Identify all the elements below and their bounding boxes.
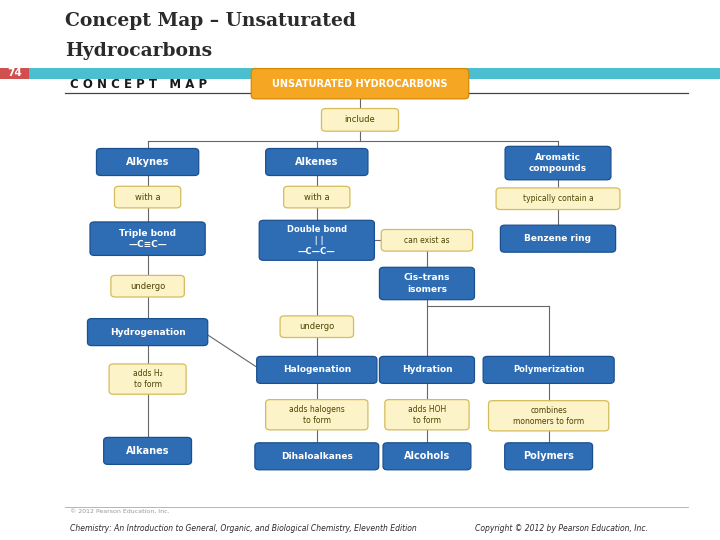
FancyBboxPatch shape (384, 400, 469, 430)
FancyBboxPatch shape (505, 146, 611, 180)
FancyBboxPatch shape (488, 401, 609, 431)
Text: C O N C E P T   M A P: C O N C E P T M A P (70, 78, 207, 91)
FancyBboxPatch shape (255, 443, 379, 470)
Text: Chemistry: An Introduction to General, Organic, and Biological Chemistry, Eleven: Chemistry: An Introduction to General, O… (70, 524, 417, 533)
FancyBboxPatch shape (280, 316, 354, 338)
Text: Polymerization: Polymerization (513, 366, 585, 374)
FancyBboxPatch shape (0, 68, 720, 79)
FancyBboxPatch shape (266, 400, 368, 430)
Text: Alkenes: Alkenes (295, 157, 338, 167)
Text: adds HOH
to form: adds HOH to form (408, 404, 446, 425)
FancyBboxPatch shape (251, 69, 469, 99)
FancyBboxPatch shape (483, 356, 614, 383)
FancyBboxPatch shape (90, 222, 205, 255)
FancyBboxPatch shape (496, 188, 620, 210)
FancyBboxPatch shape (257, 356, 377, 383)
FancyBboxPatch shape (114, 186, 181, 208)
Text: Aromatic
compounds: Aromatic compounds (529, 153, 587, 173)
Text: Cis–trans
isomers: Cis–trans isomers (404, 273, 450, 294)
FancyBboxPatch shape (0, 68, 29, 79)
Text: typically contain a: typically contain a (523, 194, 593, 203)
FancyBboxPatch shape (382, 230, 473, 251)
FancyBboxPatch shape (88, 319, 207, 346)
FancyBboxPatch shape (284, 186, 350, 208)
FancyBboxPatch shape (96, 148, 199, 176)
Text: Benzene ring: Benzene ring (524, 234, 592, 243)
FancyBboxPatch shape (104, 437, 192, 464)
Text: Dihaloalkanes: Dihaloalkanes (281, 452, 353, 461)
FancyBboxPatch shape (379, 356, 474, 383)
Text: with a: with a (304, 193, 330, 201)
Text: Halogenation: Halogenation (283, 366, 351, 374)
FancyBboxPatch shape (383, 443, 471, 470)
FancyBboxPatch shape (266, 148, 368, 176)
Text: with a: with a (135, 193, 161, 201)
Text: 74: 74 (7, 69, 22, 78)
Text: Triple bond
—C≡C—: Triple bond —C≡C— (119, 228, 176, 249)
Text: Polymers: Polymers (523, 451, 574, 461)
Text: adds H₂
to form: adds H₂ to form (132, 369, 163, 389)
Text: Double bond
  | |
—C—C—: Double bond | | —C—C— (287, 225, 347, 256)
Text: Hydration: Hydration (402, 366, 452, 374)
FancyBboxPatch shape (500, 225, 616, 252)
FancyBboxPatch shape (505, 443, 593, 470)
Text: undergo: undergo (300, 322, 334, 331)
Text: Alkynes: Alkynes (126, 157, 169, 167)
Text: adds halogens
to form: adds halogens to form (289, 404, 345, 425)
Text: include: include (345, 116, 375, 124)
Text: Copyright © 2012 by Pearson Education, Inc.: Copyright © 2012 by Pearson Education, I… (475, 524, 648, 533)
FancyBboxPatch shape (109, 364, 186, 394)
Text: can exist as: can exist as (404, 236, 450, 245)
FancyBboxPatch shape (379, 267, 474, 300)
Text: undergo: undergo (130, 282, 165, 291)
Text: combines
monomers to form: combines monomers to form (513, 406, 584, 426)
FancyBboxPatch shape (259, 220, 374, 260)
Text: Alcohols: Alcohols (404, 451, 450, 461)
FancyBboxPatch shape (111, 275, 184, 297)
Text: Hydrocarbons: Hydrocarbons (65, 42, 212, 60)
Text: © 2012 Pearson Education, Inc.: © 2012 Pearson Education, Inc. (70, 509, 169, 514)
Text: Concept Map – Unsaturated: Concept Map – Unsaturated (65, 12, 356, 30)
Text: Alkanes: Alkanes (126, 446, 169, 456)
Text: Hydrogenation: Hydrogenation (109, 328, 186, 336)
Text: UNSATURATED HYDROCARBONS: UNSATURATED HYDROCARBONS (272, 79, 448, 89)
FancyBboxPatch shape (322, 109, 399, 131)
